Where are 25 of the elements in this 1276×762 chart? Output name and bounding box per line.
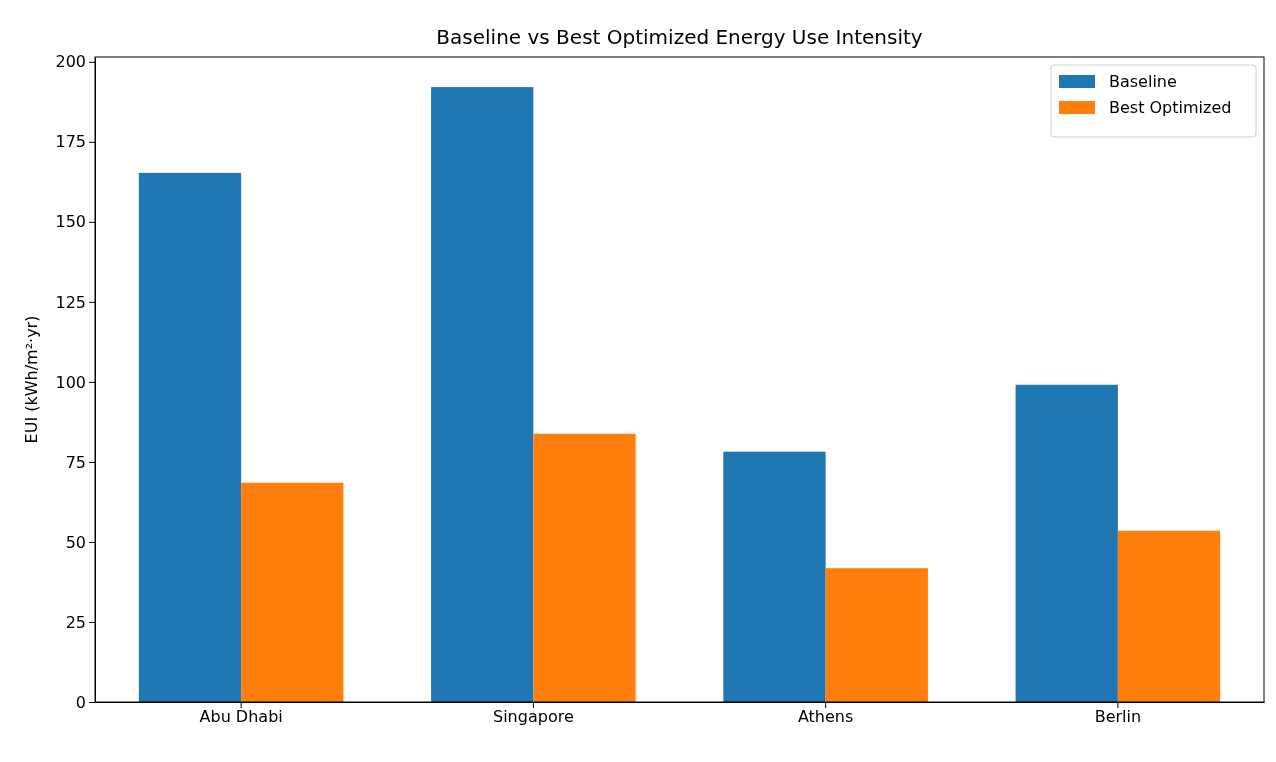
y-tick-label: 125	[55, 292, 86, 312]
legend-label: Baseline	[1109, 72, 1177, 91]
x-tick-label: Berlin	[1094, 707, 1142, 727]
y-axis-title: EUI (kWh/m²·yr)	[22, 315, 41, 444]
y-tick-label: 175	[55, 132, 86, 152]
y-tick-label: 0	[75, 692, 86, 712]
x-tick-label: Singapore	[493, 707, 574, 727]
y-tick-label: 100	[55, 372, 86, 392]
y-tick-label: 75	[65, 452, 86, 472]
bar	[723, 451, 826, 702]
bar	[138, 172, 242, 702]
bar	[241, 482, 344, 702]
x-tick-label: Abu Dhabi	[199, 707, 283, 727]
bar	[1015, 384, 1118, 702]
y-tick-label: 150	[55, 212, 86, 232]
bar	[825, 568, 928, 702]
y-tick-label: 25	[65, 612, 86, 632]
bar	[431, 87, 534, 702]
bar	[533, 433, 636, 702]
y-tick-label: 200	[55, 52, 86, 72]
chart-title: Baseline vs Best Optimized Energy Use Intensity	[436, 25, 923, 49]
y-tick-label: 50	[65, 532, 86, 552]
bar	[1117, 530, 1221, 702]
legend-label: Best Optimized	[1109, 98, 1232, 117]
x-tick-label: Athens	[797, 707, 854, 727]
